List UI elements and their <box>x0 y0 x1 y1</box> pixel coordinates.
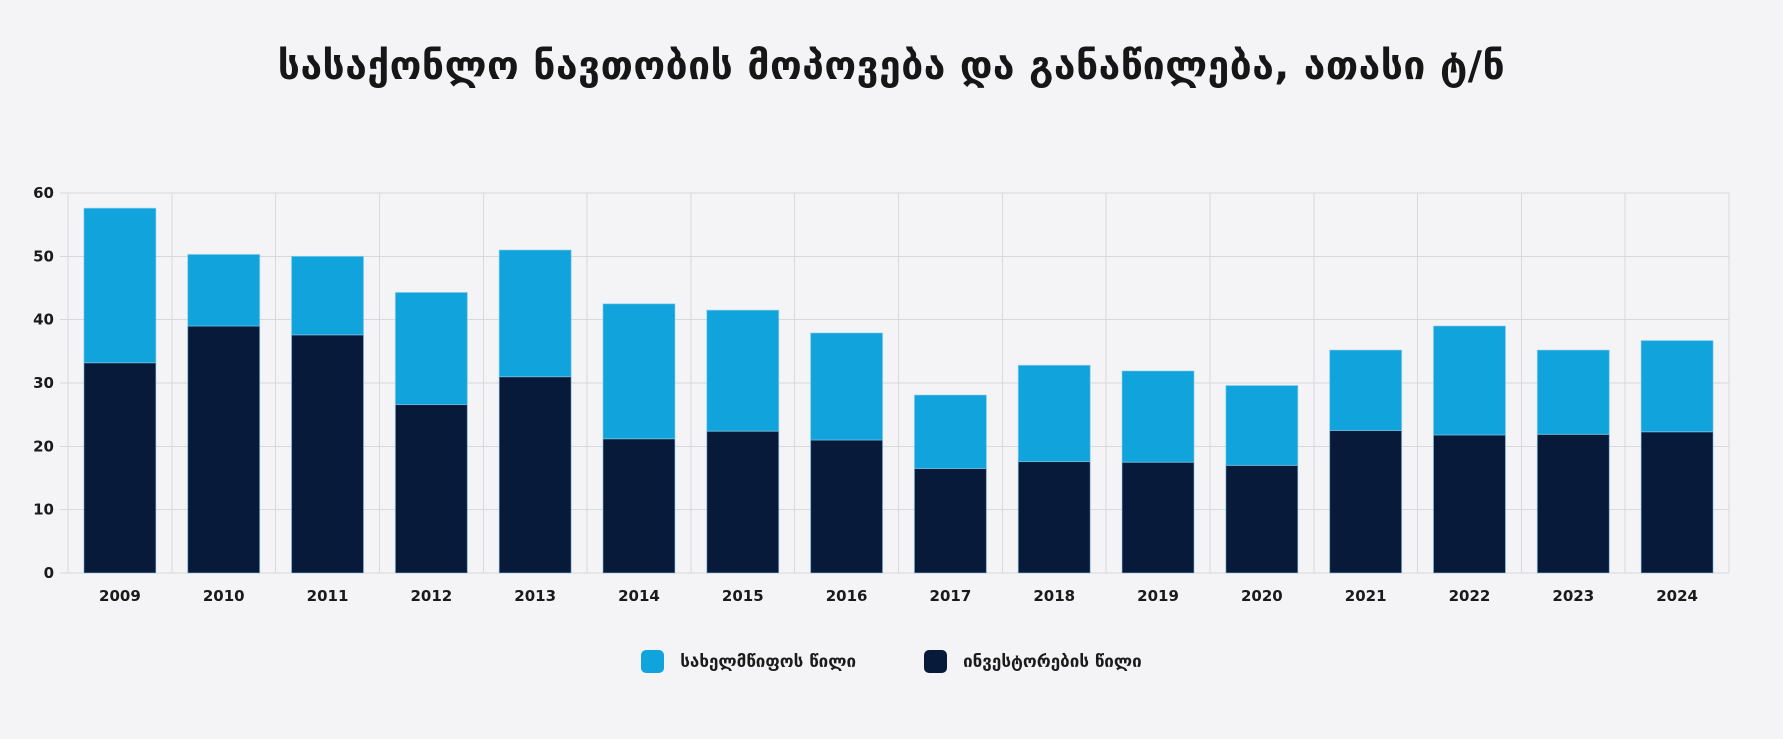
bar-investor-share[interactable] <box>83 362 157 574</box>
x-axis-label: 2012 <box>410 587 452 605</box>
bar-state-share[interactable] <box>187 253 261 327</box>
y-axis-label: 10 <box>33 501 54 519</box>
bar-state-share[interactable] <box>1225 385 1299 466</box>
legend-swatch-state-share <box>641 650 665 673</box>
bar-investor-share[interactable] <box>1640 431 1714 574</box>
legend-label-state-share: სახელმწიფოს წილი <box>680 651 857 672</box>
bar-state-share[interactable] <box>498 249 572 378</box>
bar-investor-share[interactable] <box>187 325 261 574</box>
bar-state-share[interactable] <box>1640 340 1714 433</box>
bar-investor-share[interactable] <box>1536 433 1610 574</box>
x-axis-label: 2016 <box>826 587 868 605</box>
bar-investor-share[interactable] <box>1121 461 1195 574</box>
bar-state-share[interactable] <box>1329 349 1403 432</box>
x-axis-label: 2024 <box>1656 587 1698 605</box>
bar-state-share[interactable] <box>394 291 468 406</box>
x-axis-label: 2015 <box>722 587 764 605</box>
bar-investor-share[interactable] <box>913 468 987 574</box>
bar-investor-share[interactable] <box>394 404 468 574</box>
x-axis-label: 2022 <box>1449 587 1491 605</box>
y-axis-label: 0 <box>44 564 54 582</box>
bar-investor-share[interactable] <box>1225 464 1299 574</box>
bar-investor-share[interactable] <box>1432 434 1506 574</box>
bar-investor-share[interactable] <box>810 439 884 574</box>
legend-item-investor-share[interactable]: ინვესტორების წილი <box>924 650 1142 673</box>
bar-state-share[interactable] <box>1121 370 1195 463</box>
legend-label-investor-share: ინვესტორების წილი <box>963 651 1142 672</box>
bar-state-share[interactable] <box>1017 364 1091 463</box>
x-axis-label: 2014 <box>618 587 660 605</box>
bar-state-share[interactable] <box>1536 349 1610 435</box>
x-axis-label: 2019 <box>1137 587 1179 605</box>
bar-state-share[interactable] <box>291 255 365 336</box>
y-axis-label: 30 <box>33 374 54 392</box>
bar-state-share[interactable] <box>602 303 676 440</box>
bar-investor-share[interactable] <box>602 438 676 574</box>
bar-investor-share[interactable] <box>291 334 365 574</box>
bar-investor-share[interactable] <box>498 376 572 574</box>
x-axis-label: 2018 <box>1033 587 1075 605</box>
bar-state-share[interactable] <box>706 309 780 432</box>
y-axis-label: 60 <box>33 184 54 202</box>
y-axis-label: 20 <box>33 437 54 455</box>
bar-state-share[interactable] <box>810 332 884 441</box>
x-axis-label: 2011 <box>307 587 349 605</box>
chart-legend: სახელმწიფოს წილი ინვესტორების წილი <box>0 650 1783 673</box>
bar-investor-share[interactable] <box>1329 430 1403 574</box>
bar-investor-share[interactable] <box>706 430 780 574</box>
y-axis-label: 40 <box>33 311 54 329</box>
bar-state-share[interactable] <box>913 394 987 469</box>
x-axis-label: 2023 <box>1552 587 1594 605</box>
x-axis-label: 2020 <box>1241 587 1283 605</box>
x-axis-label: 2021 <box>1345 587 1387 605</box>
x-axis-label: 2009 <box>99 587 141 605</box>
bar-state-share[interactable] <box>83 207 157 364</box>
bar-state-share[interactable] <box>1432 325 1506 436</box>
x-axis-label: 2010 <box>203 587 245 605</box>
bar-investor-share[interactable] <box>1017 461 1091 574</box>
chart-title: სასაქონლო ნავთობის მოპოვება და განაწილებ… <box>277 44 1506 89</box>
y-axis-label: 50 <box>33 247 54 265</box>
legend-item-state-share[interactable]: სახელმწიფოს წილი <box>641 650 856 673</box>
x-axis-label: 2017 <box>930 587 972 605</box>
legend-swatch-investor-share <box>924 650 948 673</box>
x-axis-label: 2013 <box>514 587 556 605</box>
